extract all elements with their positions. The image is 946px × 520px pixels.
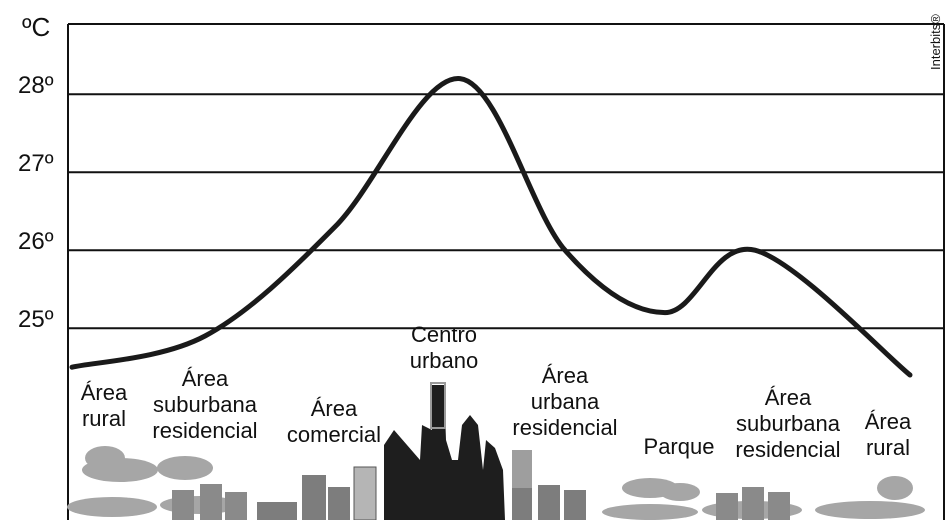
zone-label-commercial: Área comercial [286, 396, 382, 447]
y-tick-label: 26º [18, 228, 54, 255]
trees-rural-left [67, 446, 158, 517]
buildings-suburban-right [702, 487, 802, 520]
data-point [908, 373, 912, 377]
y-axis-unit: ºC [22, 12, 51, 42]
trees-suburban-left [157, 456, 247, 520]
buildings-city-centre [384, 382, 505, 520]
zone-label-rural-left: Área rural [80, 380, 128, 431]
trees-park [602, 478, 700, 520]
data-point [753, 248, 757, 253]
buildings-urban-residential [512, 450, 586, 520]
y-tick-label: 25º [18, 306, 54, 333]
data-point [458, 76, 462, 81]
zone-label-suburban-right: Área suburbana residencial [735, 385, 841, 462]
zone-label-park: Parque [643, 434, 715, 459]
trees-rural-right [815, 476, 925, 519]
data-point [663, 310, 667, 315]
zone-label-urban-residential: Área urbana residencial [512, 363, 618, 440]
landscape-silhouettes [67, 382, 925, 520]
temperature-curve [69, 76, 913, 378]
data-point [70, 365, 74, 370]
credit-label: Interbits® [928, 14, 943, 70]
zone-label-rural-right: Área rural [864, 409, 912, 460]
data-point [563, 248, 567, 253]
y-tick-label: 28º [18, 72, 54, 99]
y-tick-label: 27º [18, 150, 54, 177]
data-point [203, 334, 207, 338]
zone-label-city-centre: Centro urbano [409, 322, 479, 373]
data-point [333, 224, 337, 229]
zone-label-suburban-left: Área suburbana residencial [152, 366, 258, 443]
data-points [70, 76, 912, 377]
buildings-commercial [257, 466, 377, 520]
